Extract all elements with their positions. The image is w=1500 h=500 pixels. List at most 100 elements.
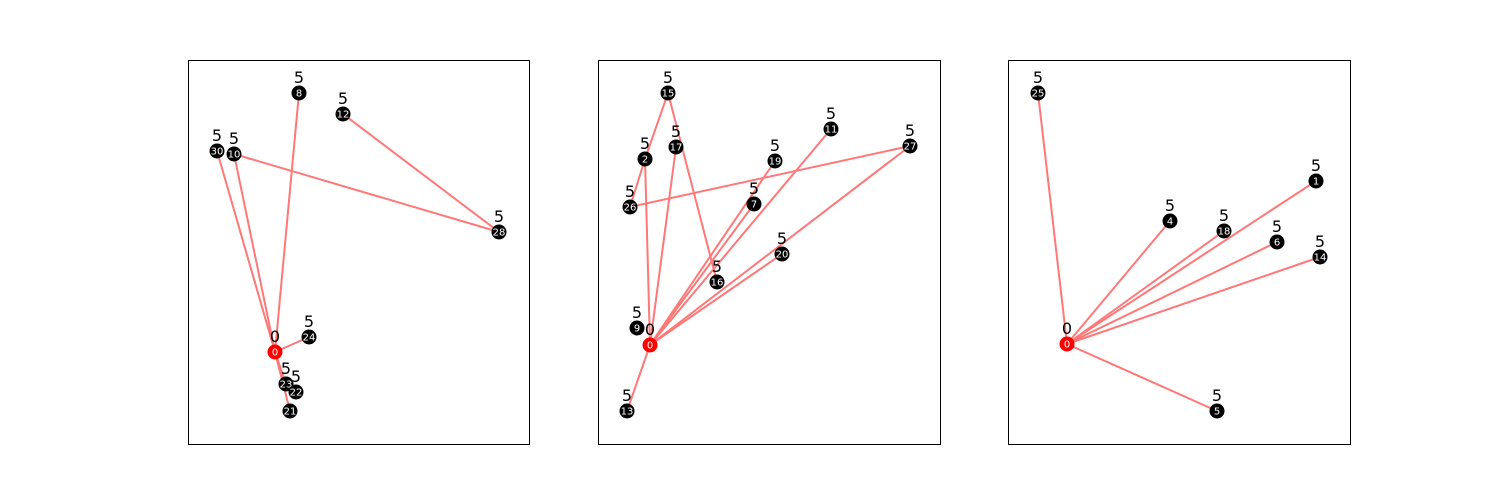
node-value-label: 5 bbox=[294, 68, 304, 87]
graph-node: 235 bbox=[278, 359, 294, 392]
panel-3-frame bbox=[1008, 60, 1351, 445]
node-value-label: 0 bbox=[645, 320, 655, 339]
node-value-label: 5 bbox=[338, 89, 348, 108]
node-marker bbox=[278, 376, 294, 392]
node-value-label: 5 bbox=[494, 207, 504, 226]
graph-node: 135 bbox=[619, 386, 635, 419]
edge-layer bbox=[626, 92, 911, 412]
node-id-label: 28 bbox=[493, 228, 506, 239]
node-marker bbox=[642, 337, 658, 353]
node-id-label: 0 bbox=[272, 348, 278, 359]
node-value-label: 5 bbox=[212, 126, 222, 145]
node-marker bbox=[335, 106, 351, 122]
node-marker bbox=[1059, 336, 1075, 352]
graph-node: 145 bbox=[1312, 232, 1328, 265]
node-value-label: 5 bbox=[1315, 232, 1325, 251]
node-id-label: 25 bbox=[1032, 89, 1045, 100]
edge-10-28 bbox=[233, 153, 500, 233]
graph-node: 205 bbox=[774, 229, 790, 262]
node-marker bbox=[1209, 403, 1225, 419]
node-marker bbox=[709, 274, 725, 290]
edge-0-19 bbox=[649, 160, 776, 346]
node-marker bbox=[288, 384, 304, 400]
node-marker bbox=[746, 196, 762, 212]
root-node: 00 bbox=[1059, 319, 1075, 352]
node-id-label: 12 bbox=[337, 110, 350, 121]
node-value-label: 5 bbox=[777, 229, 787, 248]
node-value-label: 5 bbox=[1165, 196, 1175, 215]
edge-0-4 bbox=[1066, 220, 1171, 345]
node-marker bbox=[1312, 249, 1328, 265]
graph-node: 155 bbox=[660, 68, 676, 101]
node-marker bbox=[619, 403, 635, 419]
graph-node: 175 bbox=[668, 122, 684, 155]
edge-0-30 bbox=[216, 150, 276, 353]
node-value-label: 5 bbox=[625, 182, 635, 201]
panel-1-frame bbox=[188, 60, 530, 445]
node-marker bbox=[1308, 173, 1324, 189]
graph-node: 45 bbox=[1162, 196, 1178, 229]
node-id-label: 5 bbox=[1214, 407, 1220, 418]
graph-node: 305 bbox=[209, 126, 225, 159]
edge-layer bbox=[1037, 92, 1321, 412]
edge-0-5 bbox=[1066, 343, 1218, 412]
node-value-label: 5 bbox=[640, 134, 650, 153]
graph-node: 85 bbox=[291, 68, 307, 101]
graph-node: 285 bbox=[491, 207, 507, 240]
node-value-label: 5 bbox=[291, 367, 301, 386]
node-marker bbox=[1162, 213, 1178, 229]
edge-0-1 bbox=[1066, 180, 1317, 345]
edge-0-18 bbox=[1066, 230, 1225, 345]
edge-12-28 bbox=[342, 113, 500, 233]
edge-2-26 bbox=[629, 158, 646, 208]
graph-node: 225 bbox=[288, 367, 304, 400]
node-value-label: 5 bbox=[671, 122, 681, 141]
node-value-label: 5 bbox=[826, 104, 836, 123]
graph-node: 125 bbox=[335, 89, 351, 122]
node-id-label: 16 bbox=[711, 278, 724, 289]
node-id-label: 26 bbox=[624, 203, 637, 214]
node-value-label: 5 bbox=[632, 303, 642, 322]
graph-node: 245 bbox=[301, 312, 317, 345]
node-marker bbox=[267, 344, 283, 360]
edge-0-13 bbox=[626, 344, 651, 412]
node-marker bbox=[301, 329, 317, 345]
node-marker bbox=[902, 138, 918, 154]
node-id-label: 18 bbox=[1218, 227, 1231, 238]
edge-0-17 bbox=[649, 146, 677, 346]
node-marker bbox=[660, 85, 676, 101]
graph-node: 265 bbox=[622, 182, 638, 215]
node-id-label: 6 bbox=[1274, 238, 1280, 249]
graph-node: 65 bbox=[1269, 217, 1285, 250]
node-value-label: 5 bbox=[281, 359, 291, 378]
node-id-label: 0 bbox=[1064, 340, 1070, 351]
graph-node: 195 bbox=[767, 136, 783, 169]
node-value-label: 0 bbox=[1062, 319, 1072, 338]
graph-node: 25 bbox=[637, 134, 653, 167]
node-marker bbox=[637, 151, 653, 167]
node-marker bbox=[209, 143, 225, 159]
node-value-label: 5 bbox=[304, 312, 314, 331]
node-id-label: 19 bbox=[769, 157, 782, 168]
node-id-label: 22 bbox=[290, 388, 303, 399]
node-id-label: 27 bbox=[904, 142, 917, 153]
node-id-label: 9 bbox=[634, 324, 640, 335]
node-marker bbox=[491, 224, 507, 240]
edge-0-27 bbox=[649, 145, 911, 346]
root-node: 00 bbox=[642, 320, 658, 353]
node-marker bbox=[767, 153, 783, 169]
edge-0-14 bbox=[1066, 256, 1321, 345]
node-marker bbox=[629, 320, 645, 336]
panel-2-frame bbox=[598, 60, 941, 445]
node-value-label: 5 bbox=[622, 386, 632, 405]
node-value-label: 5 bbox=[712, 257, 722, 276]
root-node: 00 bbox=[267, 327, 283, 360]
node-marker bbox=[668, 139, 684, 155]
